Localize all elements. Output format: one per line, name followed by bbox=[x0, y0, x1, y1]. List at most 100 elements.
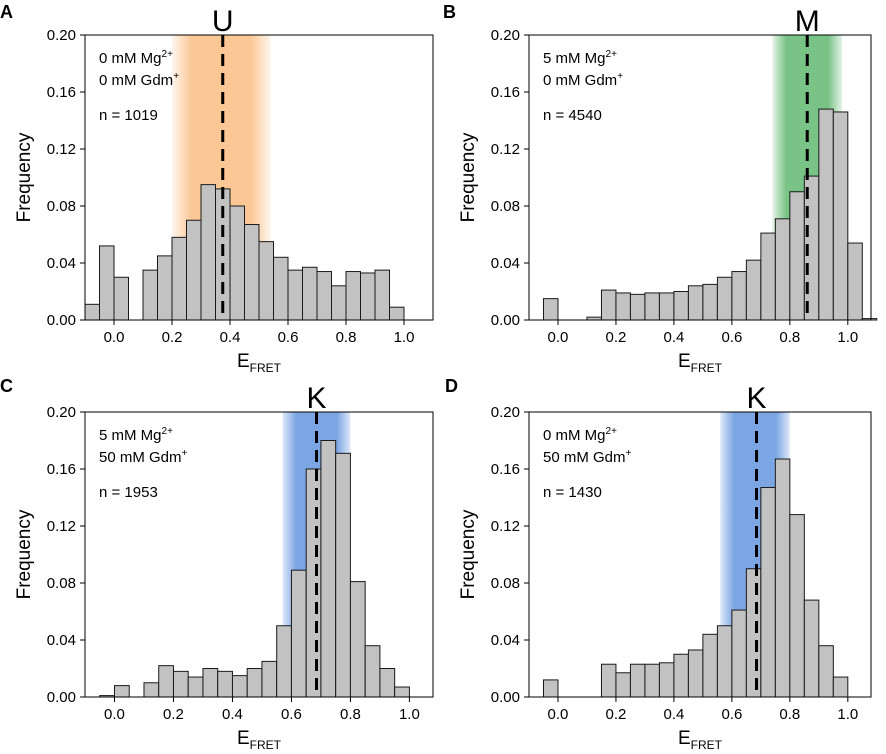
histogram-bar bbox=[687, 649, 704, 698]
histogram-bar bbox=[716, 276, 733, 321]
annotation-line-1-b: 5 mM Mg2+ bbox=[543, 49, 617, 67]
histogram-bar bbox=[673, 653, 689, 698]
histogram-bar bbox=[389, 306, 405, 321]
histogram-bar bbox=[335, 452, 351, 698]
histogram-bar bbox=[658, 292, 675, 321]
ticks-b: 0.0 0.2 0.4 0.6 0.8 1.0 0.00 0.04 0.08 0.12 0.16 0.… bbox=[491, 27, 858, 346]
x-tick-label: 0.4 bbox=[663, 329, 684, 346]
xlabel-a: EFRET bbox=[237, 351, 282, 375]
histogram-bar bbox=[615, 292, 631, 321]
y-tick-label: 0.16 bbox=[47, 461, 76, 478]
y-tick-label: 0.12 bbox=[47, 141, 76, 158]
x-tick-label: 0.2 bbox=[606, 329, 627, 346]
x-tick-label: 0.0 bbox=[548, 329, 569, 346]
y-tick-label: 0.16 bbox=[47, 84, 76, 101]
histogram-bar bbox=[143, 682, 160, 698]
histogram-bar bbox=[818, 108, 834, 321]
panel-letter-b: B bbox=[443, 2, 456, 22]
histogram-bar bbox=[202, 668, 219, 698]
ticks-d: 0.0 0.2 0.4 0.6 0.8 1.0 0.00 0.04 0.08 0.12 0.16 0.… bbox=[491, 404, 858, 723]
y-tick-label: 0.12 bbox=[47, 518, 76, 535]
xlabel-main-c: E bbox=[237, 728, 250, 749]
panel-letter-c: C bbox=[0, 376, 13, 396]
histogram-bar bbox=[774, 218, 791, 321]
histogram-bar bbox=[172, 670, 189, 698]
x-tick-label: 0.4 bbox=[220, 329, 241, 346]
x-tick-label: 0.6 bbox=[278, 329, 299, 346]
annotation-line-1-sup-c: 2+ bbox=[162, 426, 174, 437]
xlabel-main-d: E bbox=[678, 728, 691, 749]
xlabel-sub-d: FRET bbox=[691, 738, 723, 752]
annotation-line-2-sup-d: + bbox=[626, 448, 632, 459]
xlabel-main-b: E bbox=[678, 351, 691, 372]
histogram-bar bbox=[702, 283, 718, 321]
ylabel-b: Frequency bbox=[458, 132, 479, 222]
histogram-bar bbox=[818, 645, 834, 698]
state-label-a: U bbox=[212, 5, 234, 38]
histogram-bar bbox=[200, 184, 216, 321]
annotation-line-1-main-b: 5 mM Mg bbox=[543, 50, 606, 67]
ylabel-c: Frequency bbox=[14, 509, 35, 599]
state-label-b: M bbox=[795, 5, 820, 38]
y-tick-label: 0.20 bbox=[47, 27, 76, 44]
annotation-line-1-a: 0 mM Mg2+ bbox=[99, 49, 173, 67]
y-tick-label: 0.12 bbox=[491, 518, 520, 535]
histogram-bar bbox=[113, 276, 129, 321]
histogram-bar bbox=[760, 487, 776, 698]
annotation-line-1-main-c: 5 mM Mg bbox=[99, 427, 162, 444]
ylabel-a: Frequency bbox=[14, 132, 35, 222]
panel-a: A U 0.0 0.2 0.4 0.6 0.8 1.00.000.040.080.120.… bbox=[0, 2, 434, 375]
histogram-bar bbox=[542, 679, 559, 698]
histogram-bar bbox=[246, 668, 263, 698]
bars-b bbox=[542, 108, 878, 321]
histogram-bar bbox=[305, 468, 322, 698]
histogram-bar bbox=[731, 609, 747, 698]
histogram-bar bbox=[231, 675, 248, 698]
y-tick-label: 0.00 bbox=[47, 689, 76, 706]
histogram-bar bbox=[789, 514, 805, 698]
histogram-bar bbox=[316, 271, 332, 321]
x-tick-label: 0.0 bbox=[104, 329, 125, 346]
y-tick-label: 0.08 bbox=[47, 198, 76, 215]
y-tick-label: 0.12 bbox=[491, 141, 520, 158]
annotation-line-2-sup-a: + bbox=[173, 71, 179, 82]
xlabel-sub-a: FRET bbox=[250, 361, 282, 375]
annotation-line-2-sup-b: + bbox=[617, 71, 623, 82]
y-tick-label: 0.00 bbox=[491, 689, 520, 706]
x-tick-label: 1.0 bbox=[837, 329, 858, 346]
x-tick-label: 0.0 bbox=[104, 706, 125, 723]
annotation-line-2-main-c: 50 mM Gdm bbox=[99, 449, 182, 466]
histogram-bar bbox=[360, 272, 376, 321]
histogram-bar bbox=[261, 660, 278, 698]
histogram-bar bbox=[258, 241, 274, 321]
state-label-d: K bbox=[747, 382, 767, 415]
panel-d: D K 0.0 0.2 0.4 0.6 0.8 1.00.000.040.080.120.… bbox=[445, 376, 872, 752]
panel-b: B M 0.0 0.2 0.4 0.6 0.8 1.00.000.040.080.120.… bbox=[443, 2, 878, 375]
histogram-bar bbox=[349, 581, 366, 698]
histogram-bar bbox=[99, 245, 115, 321]
annotation-c: 5 mM Mg2+ 50 mM Gdm+ n = 1953 bbox=[99, 426, 188, 501]
histogram-bar bbox=[615, 672, 631, 698]
x-tick-label: 0.4 bbox=[222, 706, 243, 723]
histogram-bar bbox=[142, 269, 158, 321]
histogram-bar bbox=[229, 205, 245, 321]
histogram-bar bbox=[374, 269, 390, 321]
histogram-bar bbox=[629, 293, 646, 321]
annotation-line-2-a: 0 mM Gdm+ bbox=[99, 71, 179, 89]
annotation-line-2-main-b: 0 mM Gdm bbox=[543, 72, 617, 89]
histogram-bar bbox=[394, 686, 410, 698]
y-tick-label: 0.00 bbox=[491, 312, 520, 329]
xlabel-c: EFRET bbox=[237, 728, 282, 752]
x-tick-label: 0.6 bbox=[721, 329, 742, 346]
histogram-bar bbox=[832, 111, 849, 321]
annotation-line-1-sup-a: 2+ bbox=[162, 49, 174, 60]
x-tick-label: 0.8 bbox=[336, 329, 357, 346]
ticks-a: 0.0 0.2 0.4 0.6 0.8 1.0 0.00 0.04 0.08 0.12 0.16 0.… bbox=[47, 27, 415, 346]
x-tick-label: 0.2 bbox=[606, 706, 627, 723]
n-label-b: n = 4540 bbox=[543, 107, 602, 124]
histogram-bar bbox=[345, 271, 361, 321]
y-tick-label: 0.04 bbox=[491, 255, 520, 272]
histogram-bar bbox=[217, 670, 233, 698]
y-tick-label: 0.04 bbox=[47, 255, 76, 272]
